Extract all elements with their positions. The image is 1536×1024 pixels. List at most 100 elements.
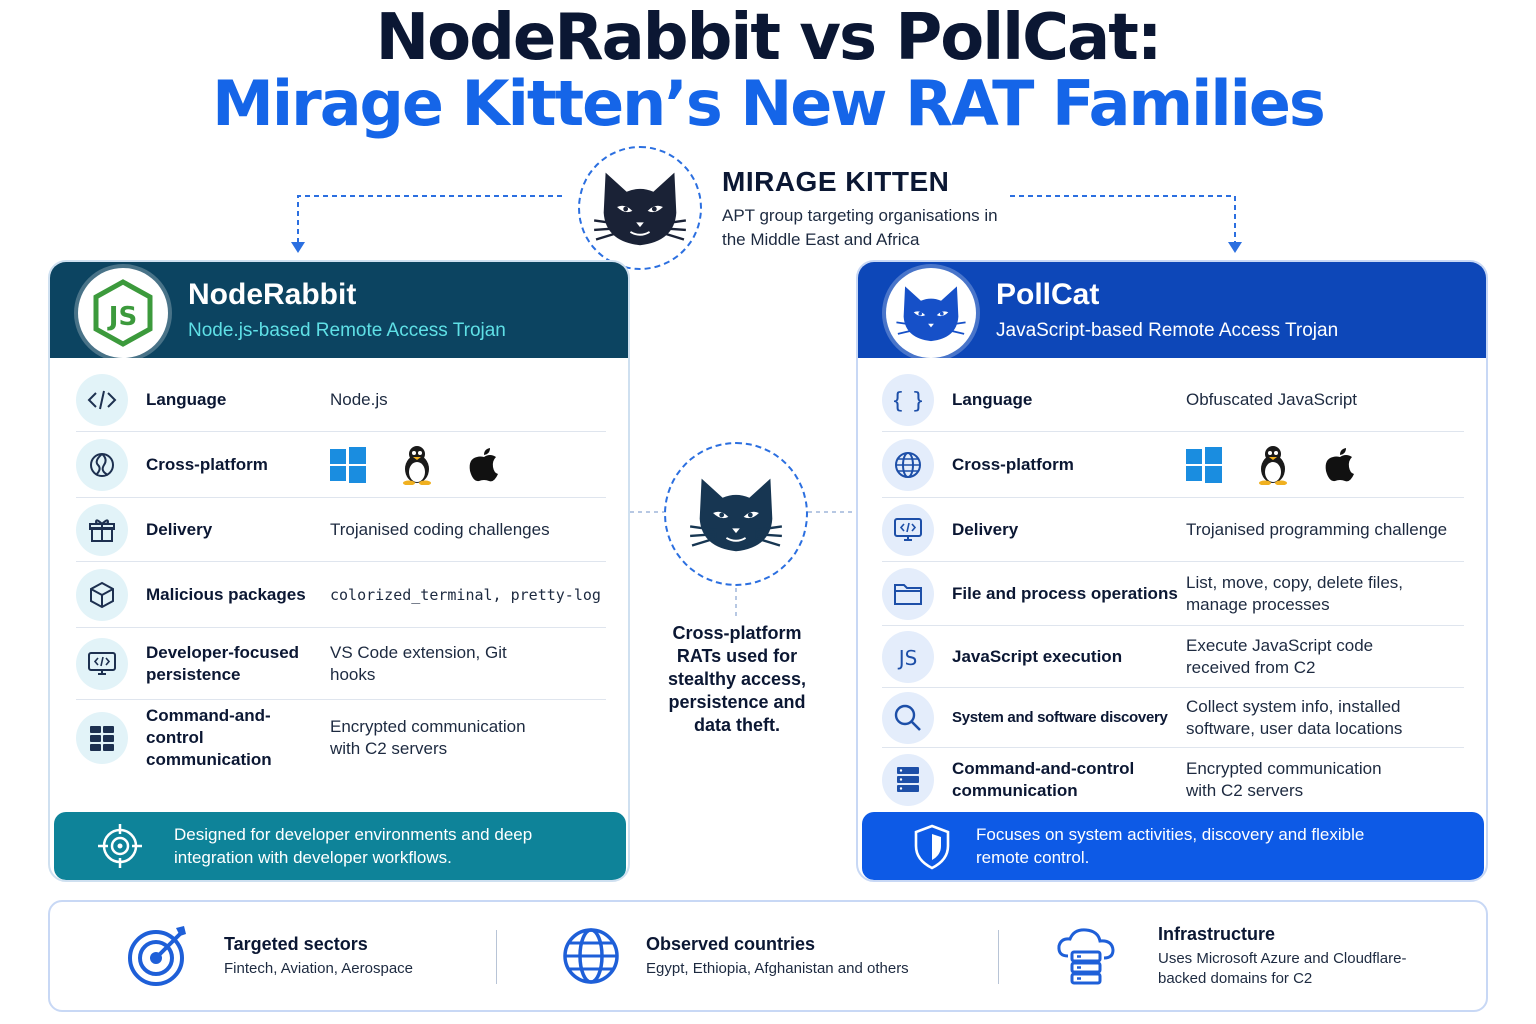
pollcat-row-file-ops: File and process operations List, move, … <box>882 562 1464 626</box>
target-crosshair-icon <box>98 824 142 868</box>
group-name: MIRAGE KITTEN <box>722 166 950 197</box>
pollcat-footer: Focuses on system activities, discovery … <box>862 812 1484 880</box>
server-icon <box>882 754 934 806</box>
row-value: Obfuscated JavaScript <box>1186 389 1358 409</box>
os-icons <box>1186 445 1356 485</box>
js-icon: JS <box>882 630 934 683</box>
braces-icon: { } <box>882 373 934 426</box>
row-label: Cross-platform <box>146 454 268 474</box>
pollcat-row-discovery: System and software discovery Collect sy… <box>882 688 1464 748</box>
row-value: Encrypted communication with C2 servers <box>1186 759 1382 800</box>
separator <box>998 930 999 984</box>
pollcat-panel: PollCat JavaScript-based Remote Access T… <box>856 260 1488 882</box>
row-label: Language <box>146 389 227 409</box>
row-label: File and process operations <box>952 583 1178 603</box>
row-label: Malicious packages <box>146 584 306 604</box>
row-label: Command-and-control communication <box>952 759 1135 800</box>
row-label: Delivery <box>146 519 213 539</box>
row-value: VS Code extension, Git hooks <box>330 642 507 684</box>
noderabbit-row-cross-platform: Cross-platform <box>76 432 606 498</box>
cat-logo-icon <box>886 268 976 358</box>
noderabbit-panel: JS NodeRabbit Node.js-based Remote Acces… <box>48 260 630 882</box>
folder-icon <box>882 567 934 620</box>
pollcat-subtitle: JavaScript-based Remote Access Trojan <box>996 320 1339 341</box>
apple-icon <box>469 447 498 481</box>
noderabbit-header: JS NodeRabbit Node.js-based Remote Acces… <box>50 262 628 358</box>
noderabbit-name: NodeRabbit <box>188 278 357 311</box>
group-description: APT group targeting organisations in the… <box>722 206 998 249</box>
pollcat-row-c2: Command-and-control communication Encryp… <box>882 748 1464 812</box>
row-label: Command-and-control communication <box>146 706 272 769</box>
noderabbit-subtitle: Node.js-based Remote Access Trojan <box>188 320 506 341</box>
noderabbit-row-persistence: Developer-focused persistence VS Code ex… <box>76 628 606 700</box>
target-icon <box>128 926 186 986</box>
row-value: List, move, copy, delete files, manage p… <box>1186 572 1404 614</box>
pollcat-row-cross-platform: Cross-platform <box>882 432 1464 498</box>
row-value: Node.js <box>330 389 388 409</box>
row-label: JavaScript execution <box>952 646 1123 666</box>
apple-icon <box>1325 447 1354 481</box>
page-title: NodeRabbit vs PollCat: <box>375 1 1163 75</box>
bottom-title: Targeted sectors <box>224 933 368 954</box>
row-value: Execute JavaScript code received from C2 <box>1186 635 1374 677</box>
row-value: colorized_terminal, pretty-log <box>330 585 601 604</box>
bottom-text: Uses Microsoft Azure and Cloudflare-back… <box>1158 949 1407 987</box>
code-monitor-icon <box>76 637 128 690</box>
row-label: Language <box>952 389 1033 409</box>
bottom-text: Egypt, Ethiopia, Afghanistan and others <box>646 959 909 977</box>
row-value: Collect system info, installed software,… <box>1186 696 1403 738</box>
svg-text:JS: JS <box>897 646 918 670</box>
windows-icon <box>1186 446 1222 483</box>
code-icon <box>76 373 128 426</box>
globe-icon <box>563 928 619 984</box>
separator <box>496 930 497 984</box>
package-icon <box>76 568 128 621</box>
row-label: System and software discovery <box>952 708 1168 726</box>
pollcat-row-language: { } Language Obfuscated JavaScript <box>882 368 1464 432</box>
noderabbit-footer-text: Designed for developer environments and … <box>174 825 533 867</box>
mirage-kitten-emblem <box>578 146 702 270</box>
code-monitor-icon <box>882 503 934 556</box>
gift-icon <box>76 503 128 556</box>
pollcat-row-js-exec: JS JavaScript execution Execute JavaScri… <box>882 626 1464 688</box>
noderabbit-footer: Designed for developer environments and … <box>54 812 626 880</box>
nodejs-logo-icon: JS <box>78 268 168 358</box>
cloud-server-icon <box>1057 928 1115 985</box>
center-cat-emblem <box>664 442 808 586</box>
center-summary: Cross-platform RATs used for stealthy ac… <box>667 623 807 735</box>
pollcat-row-delivery: Delivery Trojanised programming challeng… <box>882 498 1464 562</box>
bottom-item-infrastructure: Infrastructure Uses Microsoft Azure and … <box>1056 902 1438 1010</box>
noderabbit-row-c2: Command-and-control communication Encryp… <box>76 700 606 776</box>
bottom-info-bar: Targeted sectors Fintech, Aviation, Aero… <box>48 900 1488 1012</box>
search-icon <box>882 691 934 744</box>
linux-icon <box>1259 445 1287 485</box>
os-icons <box>330 445 500 485</box>
row-label: Developer-focused persistence <box>146 642 300 684</box>
row-label: Delivery <box>952 519 1019 539</box>
row-value: Trojanised programming challenge <box>1186 519 1448 539</box>
bottom-title: Observed countries <box>646 933 816 954</box>
noderabbit-row-delivery: Delivery Trojanised coding challenges <box>76 498 606 562</box>
bottom-title: Infrastructure <box>1158 923 1276 944</box>
cat-icon <box>593 172 687 246</box>
row-value: Trojanised coding challenges <box>330 519 550 539</box>
globe-icon <box>882 438 934 491</box>
pollcat-name: PollCat <box>996 278 1100 311</box>
shield-icon <box>914 824 950 870</box>
bottom-item-countries: Observed countries Egypt, Ethiopia, Afgh… <box>562 902 909 1010</box>
svg-text:JS: JS <box>107 302 137 332</box>
linux-icon <box>403 445 431 485</box>
svg-text:{ }: { } <box>894 389 922 413</box>
noderabbit-row-malicious-packages: Malicious packages colorized_terminal, p… <box>76 562 606 628</box>
bottom-text: Fintech, Aviation, Aerospace <box>224 959 414 977</box>
windows-icon <box>330 446 366 483</box>
pollcat-footer-text: Focuses on system activities, discovery … <box>976 825 1365 867</box>
row-value: Encrypted communication with C2 servers <box>330 717 526 758</box>
pollcat-header: PollCat JavaScript-based Remote Access T… <box>858 262 1486 358</box>
bottom-item-sectors: Targeted sectors Fintech, Aviation, Aero… <box>126 902 413 1010</box>
page-subtitle: Mirage Kitten’s New RAT Families <box>212 67 1326 140</box>
cat-icon <box>689 478 783 552</box>
globe-half-icon <box>76 438 128 491</box>
row-label: Cross-platform <box>952 454 1074 474</box>
